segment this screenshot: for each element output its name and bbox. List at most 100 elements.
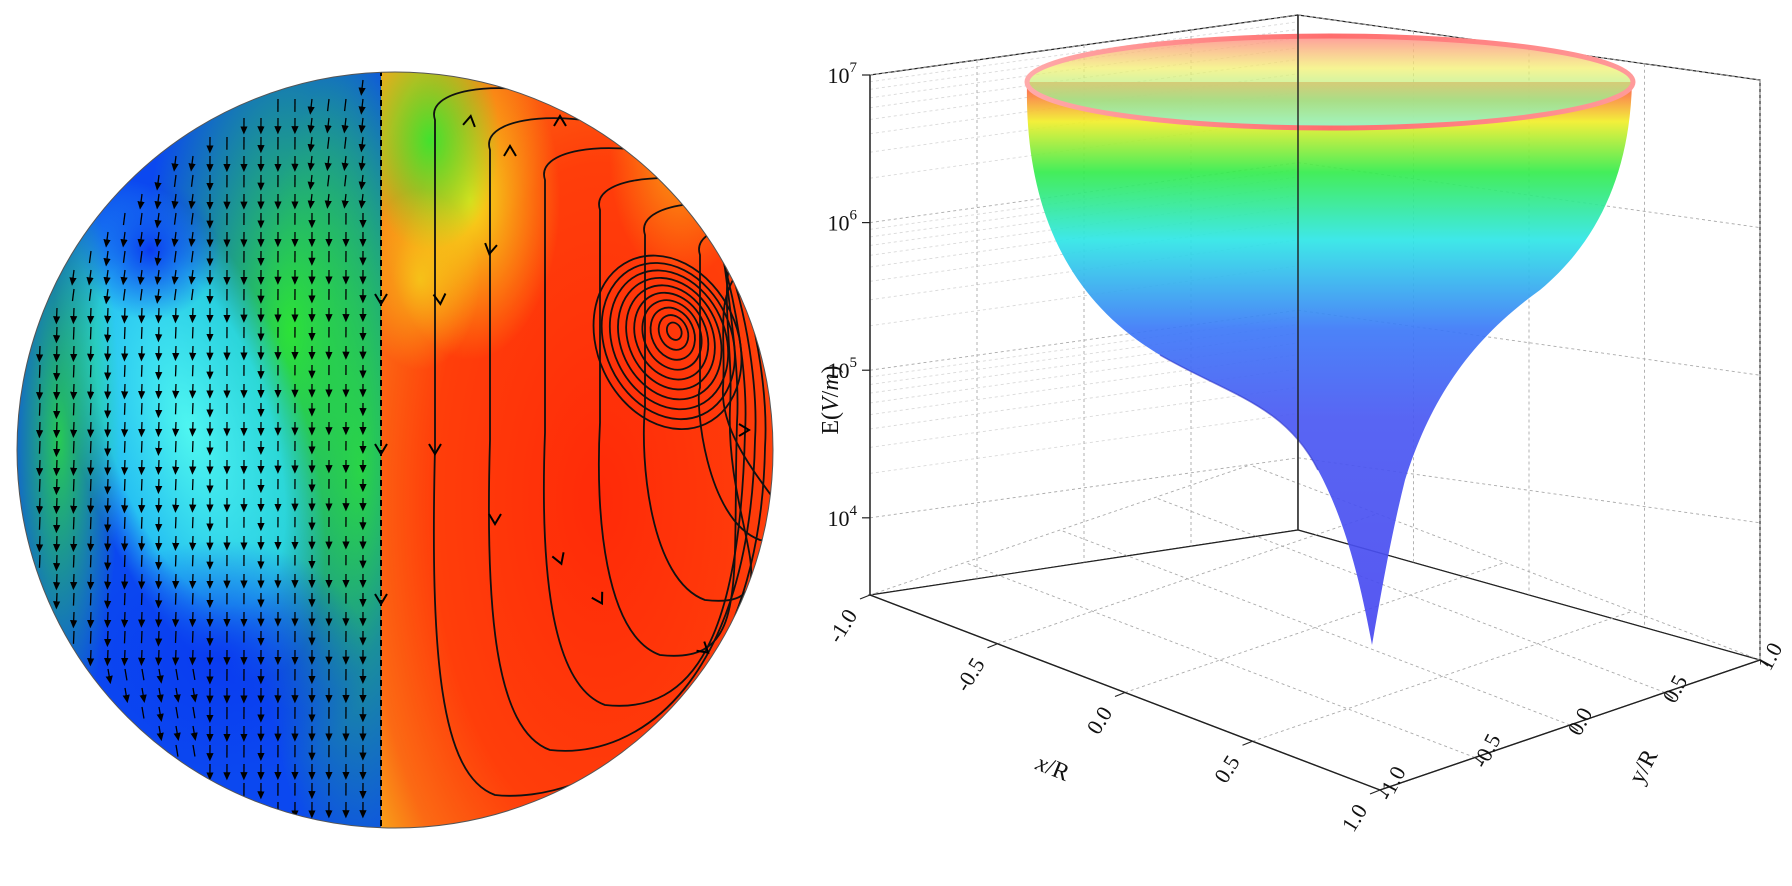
vector-arrow bbox=[87, 421, 95, 438]
streamline-arrow bbox=[484, 242, 498, 256]
vector-arrow bbox=[38, 478, 41, 492]
right-half-field bbox=[381, 72, 773, 828]
streamline-arrow bbox=[428, 443, 442, 456]
y-tick bbox=[1759, 659, 1769, 667]
vector-arrow bbox=[104, 649, 112, 667]
y-tick bbox=[1474, 757, 1484, 764]
vortex-loop bbox=[649, 306, 696, 361]
vector-arrow bbox=[155, 611, 163, 628]
z-tick-label: 104 bbox=[828, 503, 858, 531]
streamline bbox=[697, 222, 773, 542]
vector-arrow bbox=[139, 687, 147, 704]
vector-arrow bbox=[326, 98, 330, 112]
y-axis-title: y/R bbox=[1624, 745, 1663, 788]
vector-arrow bbox=[53, 535, 61, 553]
vector-arrow bbox=[358, 117, 366, 134]
vector-arrow bbox=[104, 573, 112, 590]
vortex-loop bbox=[625, 284, 716, 391]
vector-arrow bbox=[137, 193, 145, 210]
funnel-rim bbox=[1024, 33, 1636, 131]
vector-arrow bbox=[120, 269, 128, 286]
vector-arrow bbox=[358, 79, 366, 96]
vector-arrow bbox=[71, 288, 75, 302]
y-tick bbox=[1379, 789, 1389, 797]
x-tick-label: -1.0 bbox=[823, 604, 863, 647]
vector-arrow bbox=[343, 98, 347, 112]
vector-arrow bbox=[122, 687, 130, 704]
vector-arrow bbox=[104, 592, 112, 609]
vector-arrow bbox=[104, 630, 112, 648]
vector-arrow bbox=[103, 288, 111, 305]
vector-arrow bbox=[138, 611, 146, 628]
y-grid-line bbox=[1059, 529, 1571, 726]
vector-arrow bbox=[72, 364, 75, 378]
x-axis-title: x/R bbox=[1031, 750, 1073, 787]
vector-arrow bbox=[104, 364, 112, 381]
vector-arrow bbox=[156, 706, 164, 723]
vector-arrow bbox=[155, 649, 163, 666]
vector-arrow bbox=[72, 592, 75, 606]
vector-arrow bbox=[87, 383, 95, 400]
vector-arrow bbox=[104, 345, 112, 362]
vector-arrow bbox=[53, 459, 61, 477]
vector-arrow bbox=[190, 288, 194, 301]
vector-arrow bbox=[358, 136, 366, 153]
vector-arrow bbox=[154, 174, 162, 191]
vector-arrow bbox=[87, 611, 95, 629]
vector-arrow bbox=[123, 364, 126, 377]
vector-arrow bbox=[324, 117, 332, 134]
vector-arrow bbox=[139, 212, 143, 225]
streamline-arrow bbox=[714, 161, 729, 174]
vector-arrow bbox=[53, 402, 61, 420]
streamline-arrow bbox=[696, 641, 710, 654]
z-tick-label: 105 bbox=[828, 355, 858, 383]
vector-arrow bbox=[122, 288, 126, 301]
x-tick-label: 0.5 bbox=[1209, 751, 1245, 788]
vector-arrow bbox=[120, 231, 128, 248]
vector-arrow bbox=[89, 516, 92, 530]
vector-arrow bbox=[175, 668, 179, 681]
vector-arrow bbox=[326, 136, 330, 149]
vector-arrow bbox=[36, 535, 44, 553]
vector-arrow bbox=[341, 193, 349, 209]
vector-arrow bbox=[123, 516, 126, 529]
vector-arrow bbox=[53, 364, 61, 382]
funnel-surface bbox=[1024, 33, 1636, 645]
vector-arrow bbox=[104, 383, 112, 400]
vector-arrow bbox=[173, 288, 177, 301]
vector-arrow bbox=[140, 326, 143, 339]
vector-arrow bbox=[139, 288, 143, 301]
vector-arrow bbox=[53, 440, 61, 458]
vector-arrow bbox=[87, 307, 95, 325]
vector-arrow bbox=[53, 326, 61, 344]
funnel-inner bbox=[1027, 36, 1633, 128]
x-grid-line bbox=[1124, 562, 1506, 693]
vector-arrow bbox=[307, 117, 315, 134]
vector-arrow bbox=[104, 307, 112, 324]
vector-arrow bbox=[104, 497, 112, 514]
vector-arrow bbox=[53, 497, 61, 515]
vector-arrow bbox=[70, 345, 78, 363]
vector-arrow bbox=[190, 687, 198, 703]
vector-arrow bbox=[121, 383, 129, 400]
y-grid-line bbox=[964, 562, 1476, 758]
vector-arrow bbox=[138, 307, 146, 324]
vector-arrow bbox=[104, 421, 112, 438]
vortex-loop bbox=[600, 262, 736, 421]
vector-arrow bbox=[343, 136, 347, 149]
vector-arrow bbox=[53, 554, 61, 572]
vector-arrow bbox=[188, 269, 196, 285]
vector-arrow bbox=[104, 535, 112, 552]
vector-arrow bbox=[173, 725, 181, 742]
vector-arrow bbox=[38, 440, 41, 454]
vector-arrow bbox=[89, 478, 92, 492]
vector-arrow bbox=[188, 155, 196, 172]
vector-arrow bbox=[86, 269, 94, 286]
vector-arrow bbox=[104, 611, 112, 629]
vector-arrow bbox=[190, 174, 194, 187]
vector-arrow bbox=[105, 668, 113, 685]
vector-arrow bbox=[121, 535, 129, 552]
vector-arrow bbox=[189, 649, 197, 666]
vortex-loop bbox=[633, 291, 710, 381]
